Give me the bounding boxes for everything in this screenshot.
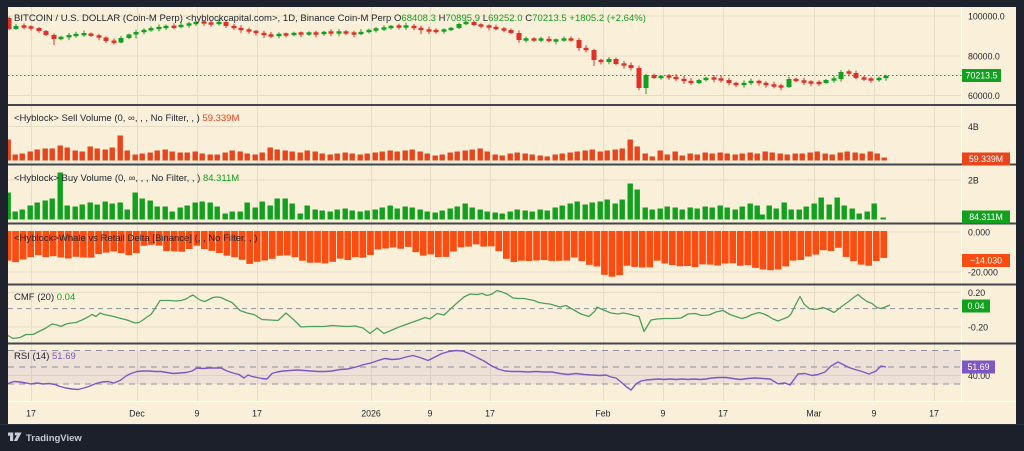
svg-text:<Hyblock> Sell Volume (0, ∞, ,: <Hyblock> Sell Volume (0, ∞, , , No Filt… [14, 113, 239, 124]
svg-text:17: 17 [252, 409, 262, 419]
svg-text:84.311M: 84.311M [969, 212, 1003, 222]
svg-text:17: 17 [718, 409, 728, 419]
svg-text:Feb: Feb [595, 409, 610, 419]
svg-text:17: 17 [26, 409, 36, 419]
svg-text:−14.030: −14.030 [970, 256, 1002, 266]
svg-text:4B: 4B [968, 122, 979, 132]
svg-text:<Hyblock> Buy Volume (0, ∞, ,: <Hyblock> Buy Volume (0, ∞, , , No Filte… [14, 173, 239, 184]
svg-text:2B: 2B [968, 176, 979, 186]
svg-text:0.04: 0.04 [967, 301, 984, 311]
svg-text:70213.5: 70213.5 [966, 71, 998, 81]
svg-text:51.69: 51.69 [967, 362, 989, 372]
svg-text:BITCOIN / U.S. DOLLAR (Coin-M: BITCOIN / U.S. DOLLAR (Coin-M Perp) <hyb… [14, 13, 646, 24]
svg-text:TradingView: TradingView [26, 433, 82, 444]
svg-text:CMF (20) 0.04: CMF (20) 0.04 [14, 292, 75, 303]
svg-text:9: 9 [661, 409, 666, 419]
svg-text:100000.0: 100000.0 [968, 12, 1005, 22]
svg-text:0.20: 0.20 [968, 288, 985, 298]
svg-text:RSI (14) 51.69: RSI (14) 51.69 [14, 351, 76, 362]
svg-text:9: 9 [195, 409, 200, 419]
svg-text:Dec: Dec [129, 409, 145, 419]
svg-text:9: 9 [872, 409, 877, 419]
svg-text:-0.20: -0.20 [968, 323, 988, 333]
svg-text:60000.0: 60000.0 [968, 91, 1000, 101]
svg-text:17: 17 [485, 409, 495, 419]
svg-text:Mar: Mar [806, 409, 821, 419]
svg-text:9: 9 [428, 409, 433, 419]
svg-text:<Hyblock>Whale vs Retail Delta: <Hyblock>Whale vs Retail Delta [Binance]… [14, 233, 257, 244]
svg-text:0.000: 0.000 [968, 228, 990, 238]
svg-text:40.00: 40.00 [968, 371, 990, 381]
svg-text:2026: 2026 [361, 409, 381, 419]
svg-text:-20.000: -20.000 [968, 268, 998, 278]
svg-text:80000.0: 80000.0 [968, 52, 1000, 62]
svg-text:59.339M: 59.339M [969, 154, 1003, 164]
svg-text:17: 17 [929, 409, 939, 419]
